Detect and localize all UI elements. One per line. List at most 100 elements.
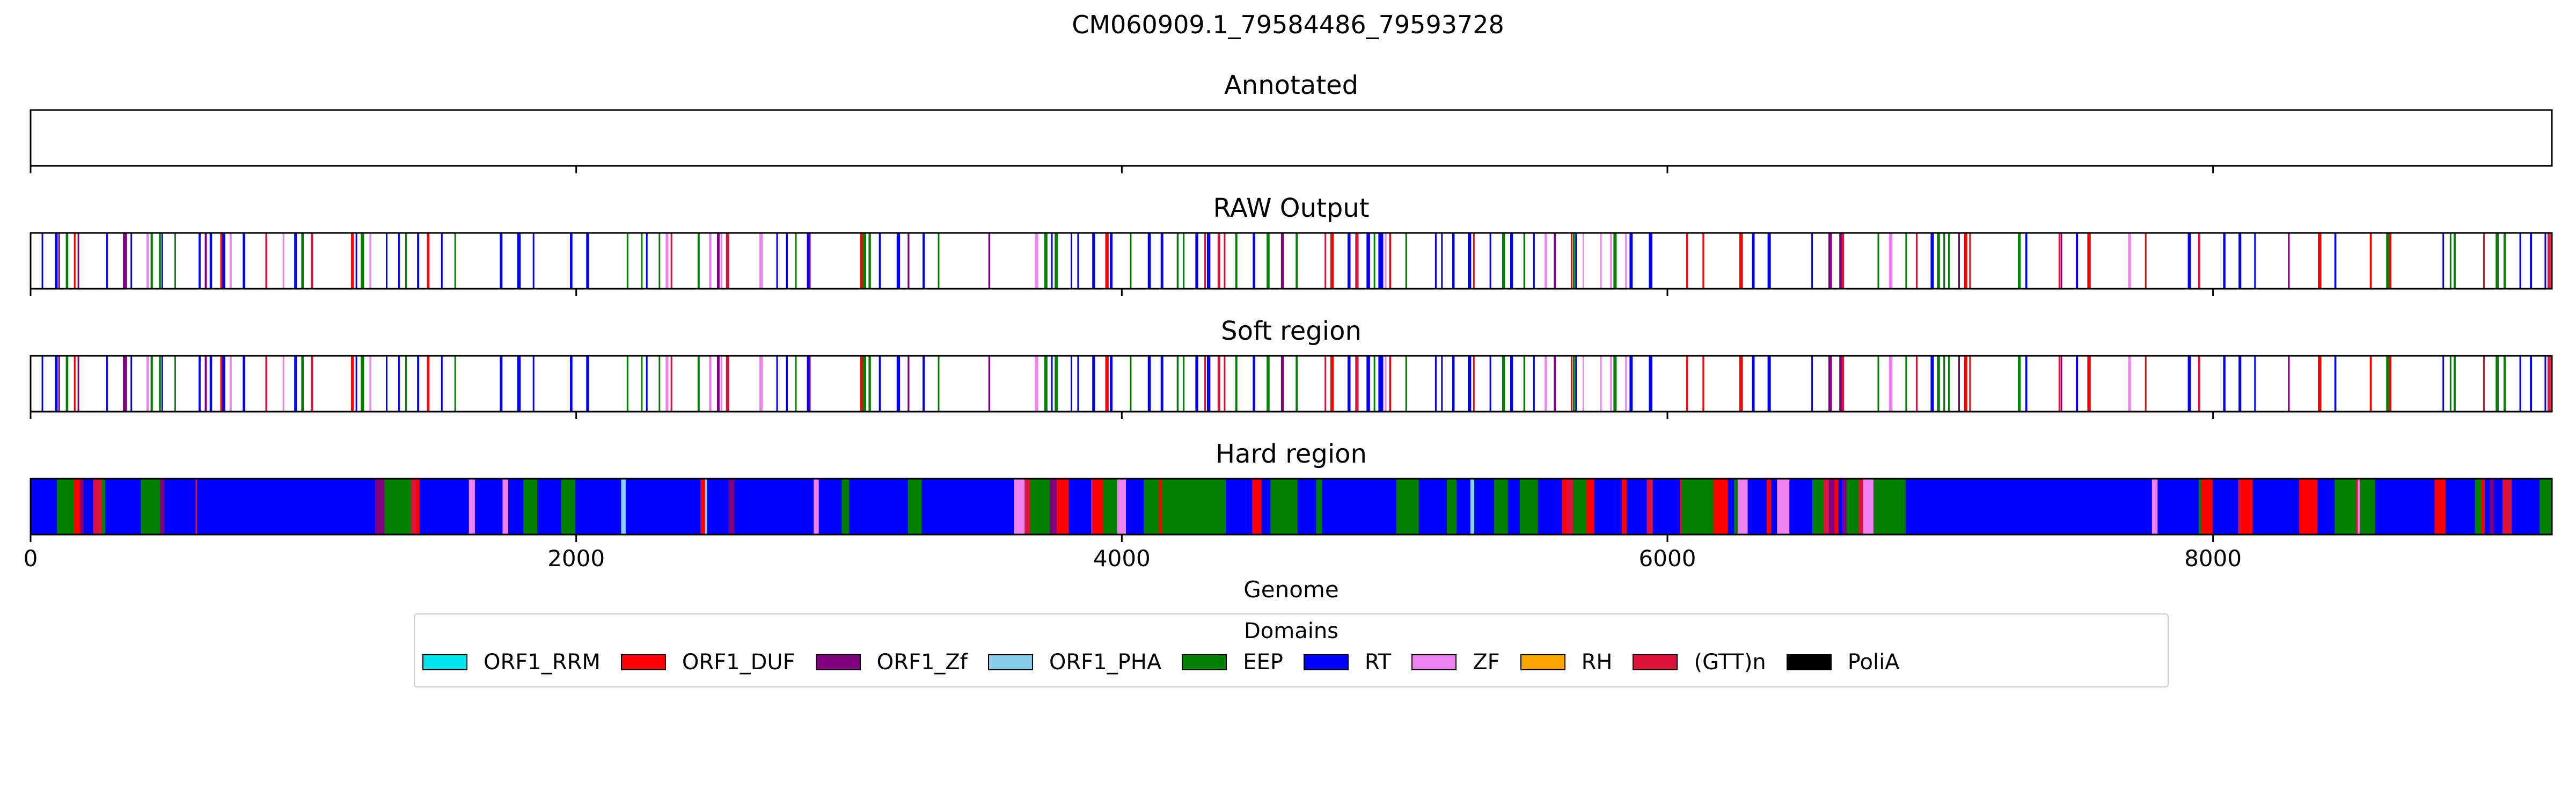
domain-segment [128,479,142,535]
domain-segment [1024,479,1030,535]
domain-segment [398,356,400,412]
domain-segment [1071,356,1072,412]
domain-segment [868,356,871,412]
domain-segment [294,233,297,289]
domain-segment [1572,479,1587,535]
domain-segment [2449,356,2451,412]
domain-segment [1858,479,1864,535]
domain-segment [2066,479,2077,535]
domain-segment [390,479,411,535]
domain-segment [1943,233,1945,289]
domain-segment [908,356,910,412]
domain-segment [1126,479,1144,535]
domain-segment [159,356,161,412]
domain-segment [164,479,171,535]
domain-segment [2415,479,2435,535]
panel-frame-raw-output [30,232,2553,290]
domain-segment [1507,479,1520,535]
domain-segment [1217,356,1220,412]
domain-segment [1330,356,1334,412]
legend-swatch [1633,654,1678,670]
domain-segment [870,479,877,535]
domain-segment [1441,233,1443,289]
domain-segment [65,356,69,412]
domain-segment [1468,233,1472,289]
domain-segment [301,233,304,289]
domain-segment [697,356,700,412]
domain-segment [2334,356,2337,412]
domain-segment [1747,479,1767,535]
domain-segment [1316,479,1323,535]
domain-segment [1380,233,1384,289]
domain-segment [862,233,866,289]
panel-title-raw-output: RAW Output [1213,193,1369,223]
domain-segment [2201,479,2213,535]
domain-segment [923,356,925,412]
domain-segment [1331,479,1353,535]
domain-segment [2403,479,2416,535]
segments-hard-region [31,479,2552,535]
domain-segment [2484,479,2490,535]
domain-segment [879,356,881,412]
domain-segment [726,356,729,412]
domain-segment [938,356,940,412]
panel-frame-soft-region [30,355,2553,413]
domain-segment [2087,356,2091,412]
legend-swatch [1411,654,1457,670]
domain-segment [2483,356,2485,412]
legend-item: ORF1_PHA [987,650,1161,675]
domain-segment [2449,233,2451,289]
domain-segment [709,356,712,412]
domain-segment [1366,233,1370,289]
domain-segment [963,479,991,535]
domain-segment [707,479,729,535]
domain-segment [2369,233,2372,289]
domain-segment [1297,479,1316,535]
domain-segment [1502,356,1505,412]
ticks-soft-region [30,412,2214,419]
domain-segment [1863,479,1874,535]
domain-segment [1948,479,1961,535]
domain-segment [2547,356,2551,412]
domain-segment [2386,356,2389,412]
domain-segment [1629,356,1633,412]
domain-segment [1224,233,1226,289]
domain-segment [1296,233,1298,289]
domain-segment [1324,356,1327,412]
domain-segment [351,233,354,289]
domain-segment [1766,479,1772,535]
domain-segment [130,356,133,412]
domain-segment [672,479,701,535]
domain-segment [2198,233,2200,289]
domain-segment [1030,479,1050,535]
domain-segment [588,479,595,535]
domain-segment [641,356,643,412]
domain-segment [670,356,672,412]
domain-segment [1502,233,1505,289]
domain-segment [921,479,936,535]
domain-segment [879,233,881,289]
domain-segment [1877,356,1879,412]
legend: Domains ORF1_RRM ORF1_DUF ORF1_Zf ORF1_PHA E… [414,613,2169,687]
domain-segment [1055,233,1058,289]
domain-segment [1958,356,1960,412]
domain-segment [670,233,672,289]
domain-segment [2519,356,2521,412]
domain-segment [2389,233,2392,289]
domain-segment [1771,479,1777,535]
domain-segment [2151,479,2158,535]
domain-segment [2512,479,2540,535]
domain-segment [1920,479,1933,535]
domain-segment [570,233,573,289]
domain-segment [1160,233,1163,289]
legend-swatch [1303,654,1349,670]
domain-segment [1468,356,1472,412]
legend-label: RH [1581,650,1613,675]
legend-label: EEP [1243,650,1283,675]
domain-segment [1699,479,1714,535]
domain-segment [361,356,364,412]
domain-segment [2547,233,2551,289]
domain-segment [1044,233,1048,289]
domain-segment [717,356,720,412]
domain-segment [1824,479,1829,535]
